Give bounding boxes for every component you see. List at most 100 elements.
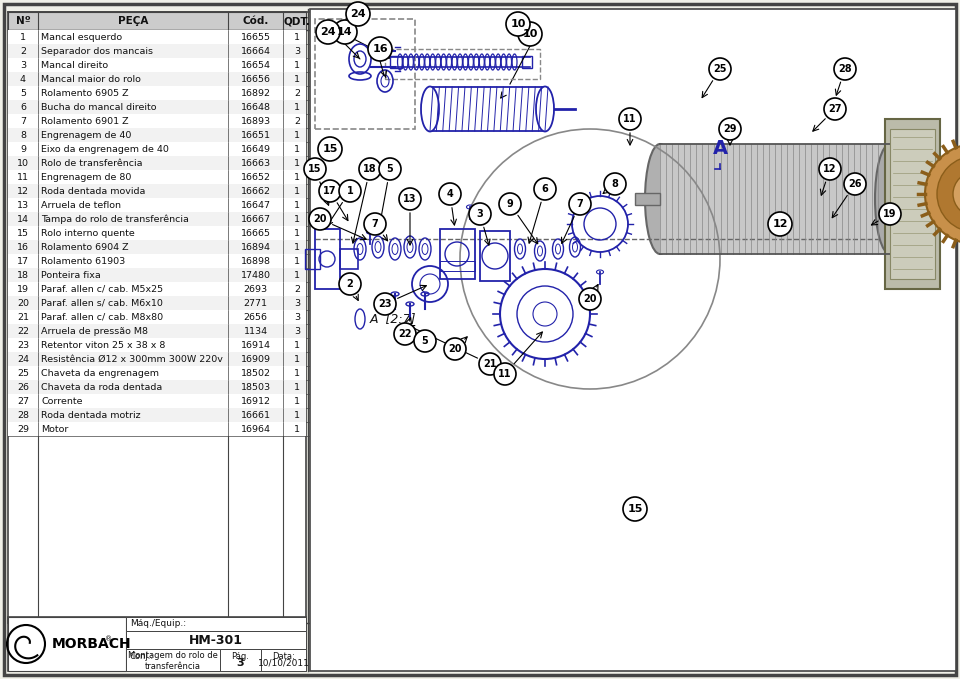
Circle shape	[444, 338, 466, 360]
Text: 1: 1	[294, 75, 300, 84]
Text: 23: 23	[378, 299, 392, 309]
Text: 24: 24	[321, 27, 336, 37]
Text: 16655: 16655	[241, 33, 271, 41]
Circle shape	[937, 156, 960, 232]
Text: 16667: 16667	[241, 215, 271, 223]
Bar	[660, 144, 890, 254]
Text: 1: 1	[294, 242, 300, 251]
Text: ®: ®	[105, 636, 112, 642]
Text: 1134: 1134	[244, 327, 268, 335]
Text: 15: 15	[323, 144, 338, 154]
Text: 16647: 16647	[241, 200, 271, 210]
Text: 16: 16	[372, 44, 388, 54]
Text: A  [2:7]: A [2:7]	[370, 312, 417, 325]
Text: 1: 1	[294, 424, 300, 433]
Text: 7: 7	[20, 117, 26, 126]
Text: Rolamento 61903: Rolamento 61903	[41, 257, 125, 265]
Text: 13: 13	[403, 194, 417, 204]
Bar	[126, 617, 306, 631]
Text: 16664: 16664	[241, 46, 271, 56]
Bar	[385, 49, 540, 79]
Text: 27: 27	[828, 104, 842, 114]
Text: 1: 1	[294, 103, 300, 111]
Circle shape	[824, 98, 846, 120]
Text: Tampa do rolo de transferência: Tampa do rolo de transferência	[41, 215, 189, 224]
Circle shape	[399, 188, 421, 210]
Text: 2: 2	[347, 279, 353, 289]
Circle shape	[374, 293, 396, 315]
Bar	[440, 261, 475, 271]
Text: 1: 1	[294, 60, 300, 69]
Text: Mancal maior do rolo: Mancal maior do rolo	[41, 75, 141, 84]
Text: 1: 1	[294, 229, 300, 238]
Bar	[8, 12, 306, 623]
Bar	[126, 631, 306, 649]
Text: 23: 23	[17, 340, 29, 350]
Bar	[8, 422, 306, 436]
Ellipse shape	[421, 86, 439, 132]
Text: 7: 7	[372, 219, 378, 229]
Text: 3: 3	[476, 209, 484, 219]
Bar	[8, 226, 306, 240]
Circle shape	[709, 58, 731, 80]
Bar	[890, 129, 935, 279]
Bar	[885, 119, 940, 289]
Circle shape	[623, 497, 647, 521]
Bar	[8, 198, 306, 212]
Text: 10: 10	[17, 158, 29, 168]
Text: 13: 13	[17, 200, 29, 210]
Text: 3: 3	[294, 312, 300, 321]
Bar	[635, 193, 660, 205]
Text: 20: 20	[448, 344, 462, 354]
Text: Arruela de pressão M8: Arruela de pressão M8	[41, 327, 148, 335]
Text: 16652: 16652	[241, 172, 271, 181]
Text: 4: 4	[446, 189, 453, 199]
Circle shape	[579, 288, 601, 310]
Text: 16894: 16894	[241, 242, 271, 251]
Circle shape	[719, 118, 741, 140]
Bar	[8, 338, 306, 352]
Text: 14: 14	[17, 215, 29, 223]
Text: 12: 12	[772, 219, 788, 229]
Text: Resistência Ø12 x 300mm 300W 220v: Resistência Ø12 x 300mm 300W 220v	[41, 354, 223, 363]
Text: 1: 1	[294, 382, 300, 392]
Bar	[8, 72, 306, 86]
Circle shape	[834, 58, 856, 80]
Text: Rolamento 6905 Z: Rolamento 6905 Z	[41, 88, 129, 98]
Text: 16661: 16661	[241, 411, 271, 420]
Text: 2: 2	[294, 285, 300, 293]
Text: 17: 17	[324, 186, 337, 196]
Circle shape	[469, 203, 491, 225]
Text: QDT.: QDT.	[283, 16, 310, 26]
Text: 18503: 18503	[240, 382, 271, 392]
Text: 2656: 2656	[244, 312, 268, 321]
Text: 3: 3	[294, 299, 300, 308]
Circle shape	[499, 193, 521, 215]
Text: 18: 18	[363, 164, 377, 174]
Circle shape	[518, 22, 542, 46]
Circle shape	[339, 180, 361, 202]
Text: 6: 6	[541, 184, 548, 194]
Text: 22: 22	[17, 327, 29, 335]
Text: 1: 1	[347, 186, 353, 196]
Bar	[8, 617, 306, 671]
Circle shape	[844, 173, 866, 195]
Text: Retentor viton 25 x 38 x 8: Retentor viton 25 x 38 x 8	[41, 340, 165, 350]
Text: Engrenagem de 80: Engrenagem de 80	[41, 172, 132, 181]
Text: 15: 15	[17, 229, 29, 238]
Text: 29: 29	[723, 124, 736, 134]
Text: 1: 1	[294, 340, 300, 350]
Text: 10: 10	[511, 19, 526, 29]
Text: 16651: 16651	[241, 130, 271, 139]
Text: HM-301: HM-301	[189, 634, 243, 646]
Bar	[390, 56, 402, 68]
Text: 10: 10	[522, 29, 538, 39]
Text: 11: 11	[17, 172, 29, 181]
Text: 1: 1	[294, 158, 300, 168]
Circle shape	[319, 180, 341, 202]
Text: 1: 1	[294, 33, 300, 41]
Bar	[126, 649, 220, 671]
Text: Ponteira fixa: Ponteira fixa	[41, 270, 101, 280]
Bar	[8, 12, 306, 30]
Text: 19: 19	[17, 285, 29, 293]
